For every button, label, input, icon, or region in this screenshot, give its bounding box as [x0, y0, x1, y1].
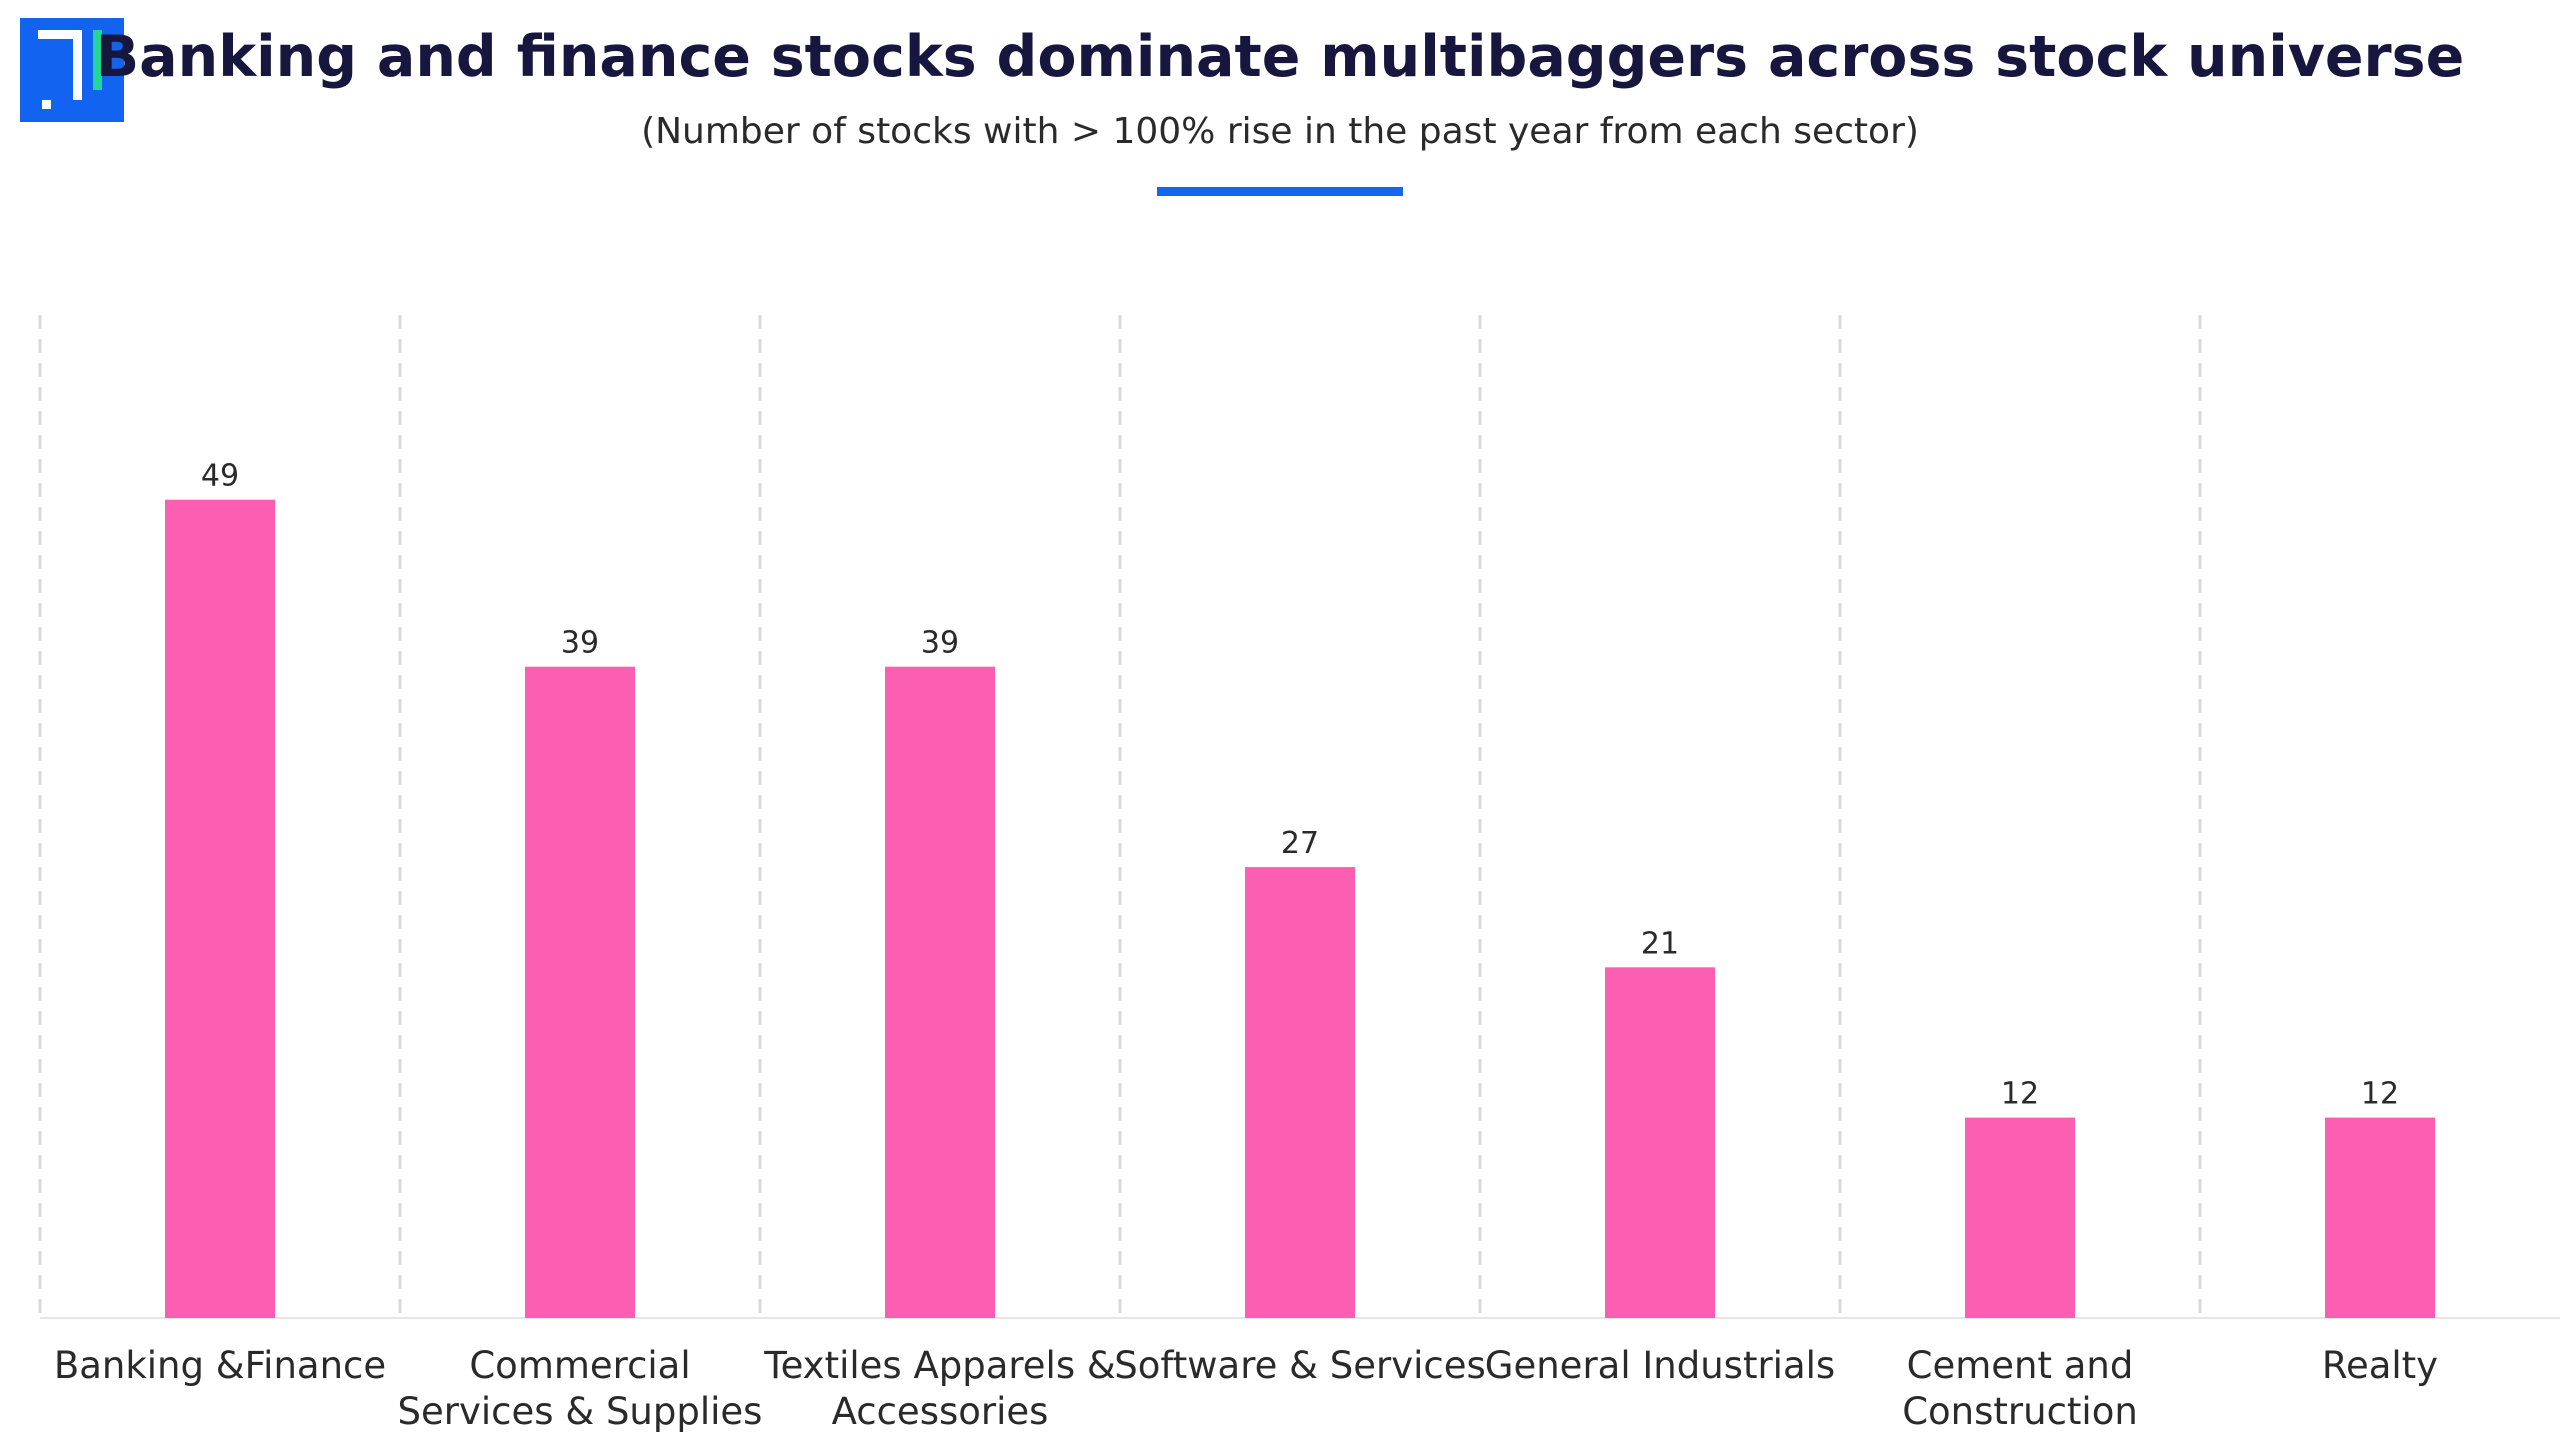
data-label: 27 [1281, 826, 1319, 861]
title-underline [1157, 187, 1403, 196]
x-tick-label: Cement and Construction [1902, 1344, 2138, 1433]
bar [165, 499, 275, 1318]
chart-title: Banking and finance stocks dominate mult… [95, 24, 2465, 90]
chart-subtitle: (Number of stocks with > 100% rise in th… [641, 111, 1919, 152]
bar [1965, 1117, 2075, 1318]
data-label: 12 [2361, 1077, 2399, 1112]
bar [2325, 1117, 2435, 1318]
x-tick-label: General Industrials [1485, 1344, 1835, 1387]
bar-chart: 49 Banking &Finance 39 Commercial Services &… [38, 315, 2560, 1433]
data-label: 12 [2001, 1077, 2039, 1112]
bar [1605, 967, 1715, 1318]
data-label: 39 [561, 626, 599, 661]
x-tick-label: Software & Services [1114, 1344, 1486, 1387]
x-tick-label: Banking &Finance [54, 1344, 386, 1387]
data-label: 21 [1641, 926, 1679, 961]
bar [1245, 867, 1355, 1318]
bar [525, 666, 635, 1318]
data-label: 39 [921, 626, 959, 661]
brand-logo-icon [20, 18, 124, 122]
data-label: 49 [201, 459, 239, 494]
bar [885, 666, 995, 1318]
x-tick-label: Textiles Apparels & Accessories [763, 1344, 1115, 1433]
x-tick-label: Commercial Services & Supplies [398, 1344, 763, 1433]
x-tick-label: Realty [2322, 1344, 2438, 1387]
